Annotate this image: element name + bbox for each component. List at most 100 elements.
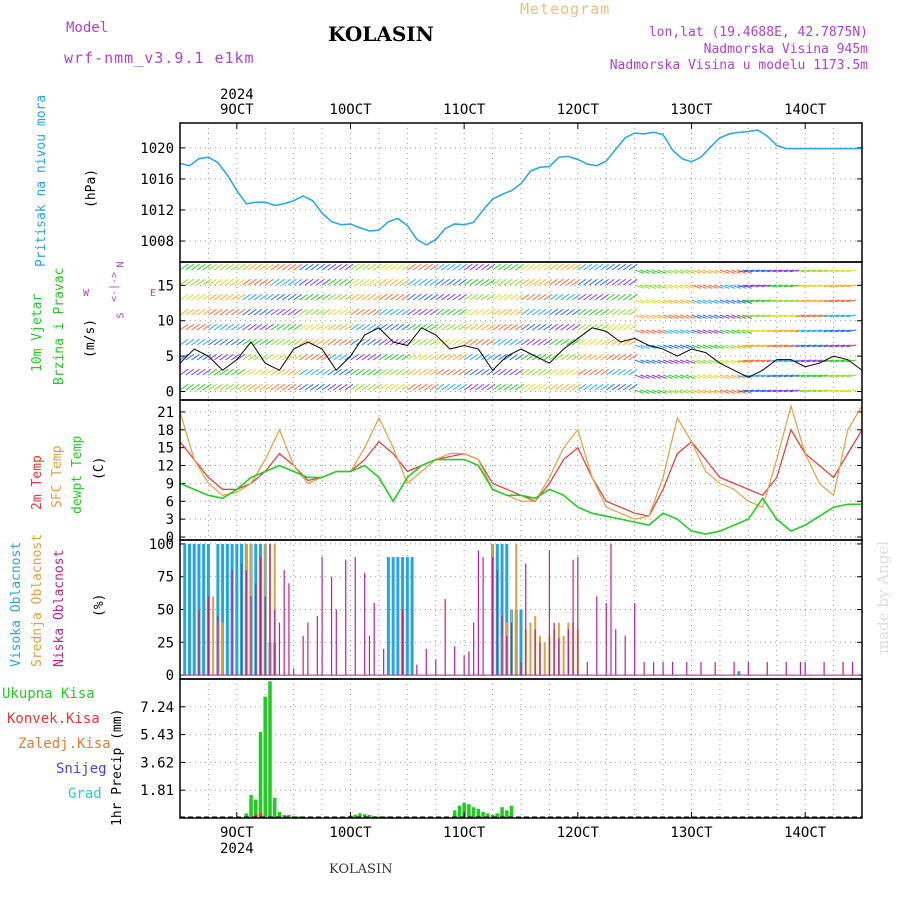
wind-barb (628, 263, 638, 271)
low-cloud-bar (520, 661, 522, 676)
wind-barb (789, 299, 800, 303)
low-cloud-bar (482, 557, 484, 676)
wind-barb (270, 383, 280, 391)
low-cloud-bar (534, 629, 536, 676)
wind-barb (789, 344, 800, 348)
wind-barb (304, 308, 314, 316)
wind-barb (605, 353, 615, 361)
wind-barb (617, 263, 627, 271)
wind-barb (668, 269, 679, 274)
wind-barb (829, 329, 840, 333)
wind-barb (679, 389, 690, 394)
wind-barb (264, 263, 274, 271)
wind-barb (749, 269, 760, 273)
low-cloud-bar (572, 559, 574, 676)
wind-barb (617, 323, 627, 331)
wind-barb (310, 308, 320, 316)
wind-barb (685, 359, 696, 364)
wind-barb (628, 293, 638, 301)
wind-barb (372, 368, 382, 376)
wind-barb (185, 263, 195, 271)
wind-barb (725, 389, 736, 394)
wind-barb (242, 368, 251, 376)
wind-barb (361, 293, 371, 301)
wind-barb (812, 389, 823, 393)
wind-barb (395, 353, 405, 361)
wind-barb (299, 383, 308, 391)
time-label-top: 10OCT (329, 102, 372, 118)
low-cloud-bar (264, 596, 266, 676)
wind-barb (823, 359, 834, 363)
wind-barb (651, 374, 662, 379)
wind-barb (242, 353, 251, 361)
wind-barb (583, 353, 592, 361)
high-cloud-bar (519, 609, 523, 676)
wind-barb (588, 368, 598, 376)
wind-barb (731, 314, 741, 319)
wind-barb (350, 368, 359, 376)
wind-barb (270, 338, 280, 346)
wind-barb (731, 269, 741, 274)
wind-barb (463, 263, 473, 271)
station-title: KOLASIN (328, 22, 434, 46)
wind-barb (708, 389, 719, 394)
wind-barb (714, 269, 724, 274)
wind-barb (640, 344, 650, 349)
wind-barb (230, 323, 240, 331)
wind-barb (583, 263, 592, 271)
wind-barb (719, 299, 730, 304)
time-label-bottom: 10OCT (329, 825, 372, 841)
wind-barb (230, 278, 240, 286)
wind-barb (259, 338, 269, 346)
wind-barb (634, 329, 645, 334)
low-cloud-bar (506, 635, 508, 676)
wind-barb (594, 353, 604, 361)
y-tick-label: 12 (157, 459, 174, 475)
wind-barb (749, 359, 760, 363)
wind-barb (691, 329, 702, 334)
total-precip-bar (277, 811, 282, 818)
total-precip-bar (253, 799, 258, 818)
wind-barb (299, 308, 308, 316)
wind-barb (350, 278, 359, 286)
wind-barb (208, 263, 217, 271)
wind-barb (259, 308, 269, 316)
wind-barb (817, 314, 828, 318)
wind-barb (321, 368, 331, 376)
wind-barb (577, 353, 587, 361)
wind-barb (543, 323, 553, 331)
wind-barb (247, 353, 257, 361)
wind-barb (435, 323, 445, 331)
low-cloud-bar (274, 609, 276, 676)
wind-barb (795, 329, 806, 333)
wind-barb (835, 344, 846, 348)
wind-barb (549, 293, 558, 301)
wind-barb (719, 359, 730, 364)
wind-barb (253, 368, 263, 376)
wind-barb (662, 314, 673, 319)
wind-barb (795, 344, 806, 348)
y-tick-label: 1008 (140, 234, 174, 250)
wind-barb (378, 353, 388, 361)
wind-barb (412, 278, 422, 286)
wind-barb (566, 383, 575, 391)
wind-barb (736, 389, 747, 394)
low-cloud-bar (634, 602, 636, 676)
wind-barb (662, 284, 673, 289)
wind-barb (714, 299, 724, 304)
wind-barb (738, 269, 749, 273)
wind-barb (783, 344, 794, 348)
wind-barb (755, 389, 766, 393)
wind-barb (350, 323, 359, 331)
wind-barb (520, 338, 530, 346)
wind-barb (276, 368, 286, 376)
wind-barb (725, 374, 736, 379)
wind-barb (253, 278, 263, 286)
product-title: Meteogram (520, 0, 611, 18)
wind-barb (714, 344, 724, 349)
wind-barb (446, 338, 456, 346)
y-tick-label: 9 (166, 476, 174, 492)
wind-barb (662, 344, 673, 349)
wind-barb (823, 329, 834, 333)
low-cloud-bar (345, 559, 347, 676)
